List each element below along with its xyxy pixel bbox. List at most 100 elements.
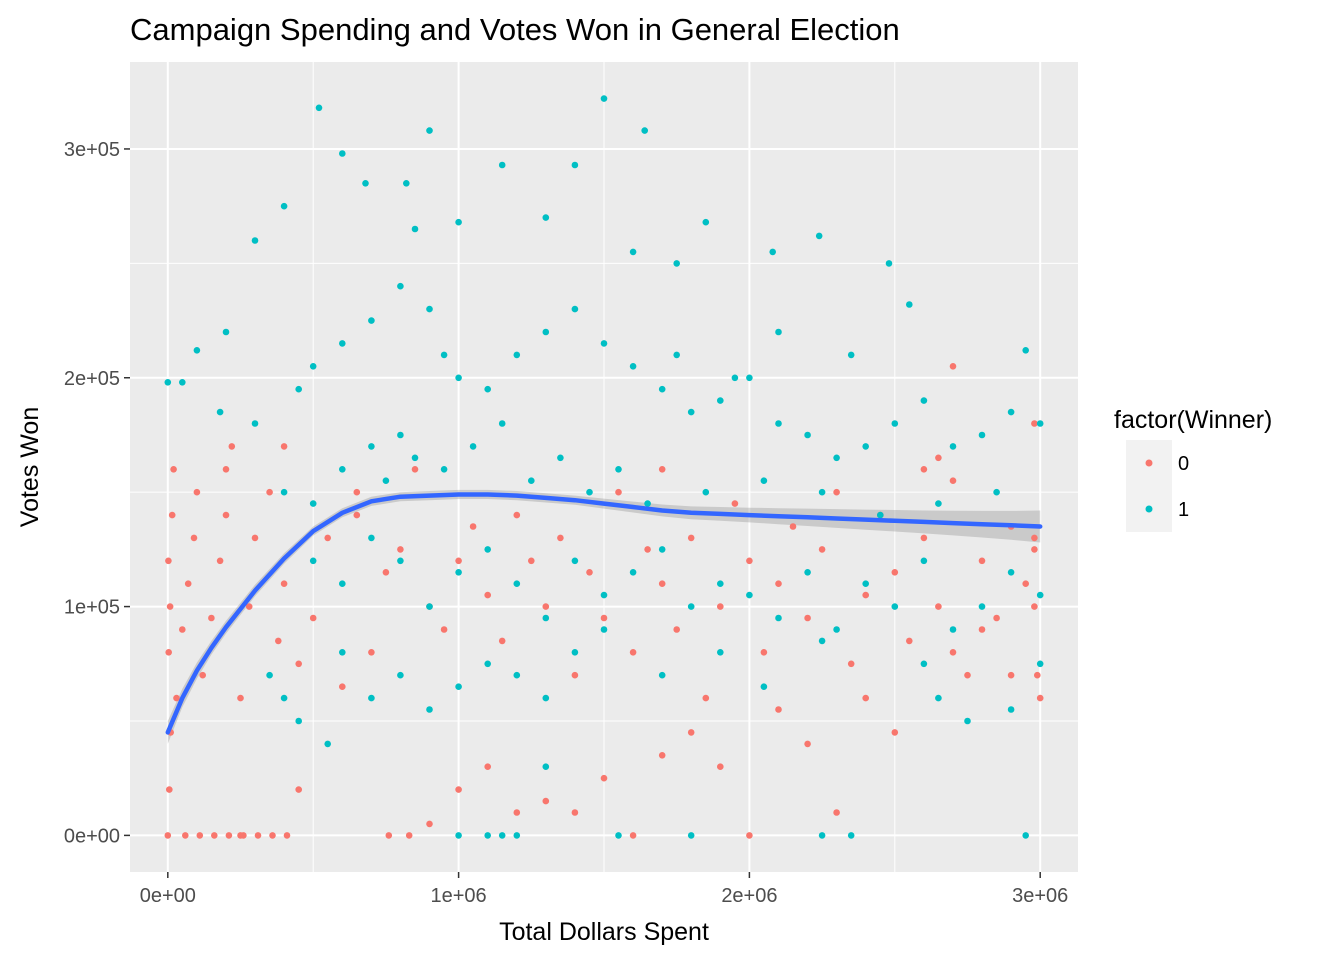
data-point-winner-0: [993, 614, 1000, 622]
data-point-winner-1: [746, 374, 753, 382]
data-point-winner-0: [196, 832, 204, 839]
data-point-winner-0: [484, 763, 492, 770]
data-point-winner-1: [746, 591, 753, 599]
data-point-winner-0: [309, 614, 317, 622]
data-point-winner-0: [571, 809, 579, 816]
data-point-winner-0: [280, 580, 288, 587]
data-point-winner-1: [600, 340, 608, 347]
data-point-winner-0: [245, 603, 253, 610]
data-point-winner-1: [251, 237, 259, 244]
data-point-winner-0: [847, 660, 855, 668]
data-point-winner-0: [164, 832, 172, 839]
data-point-winner-1: [833, 626, 840, 633]
data-point-winner-1: [906, 301, 913, 308]
data-point-winner-1: [411, 225, 419, 233]
data-point-winner-0: [673, 626, 680, 633]
data-point-winner-1: [397, 557, 404, 565]
data-point-winner-1: [295, 385, 303, 393]
x-axis-ticks: 0e+00 1e+06 2e+06 3e+06: [140, 872, 1068, 907]
data-point-winner-1: [687, 832, 695, 839]
data-point-winner-1: [629, 363, 637, 370]
data-point-winner-0: [411, 466, 419, 473]
data-point-winner-1: [216, 408, 224, 416]
data-point-winner-0: [528, 557, 535, 565]
data-point-winner-1: [615, 832, 622, 839]
data-point-winner-0: [629, 649, 637, 656]
data-point-winner-0: [166, 786, 173, 793]
data-point-winner-1: [440, 351, 448, 359]
data-point-winner-0: [254, 832, 262, 839]
data-point-winner-0: [760, 649, 768, 656]
data-point-winner-1: [862, 580, 869, 587]
data-point-winner-1: [193, 347, 201, 354]
data-point-winner-0: [891, 569, 899, 576]
data-point-winner-1: [426, 603, 433, 610]
data-point-winner-1: [775, 420, 782, 427]
data-point-winner-1: [571, 557, 579, 565]
data-point-winner-1: [658, 671, 666, 679]
data-point-winner-1: [702, 218, 710, 226]
data-point-winner-1: [498, 161, 506, 169]
data-point-winner-1: [1022, 832, 1029, 839]
data-point-winner-1: [571, 161, 579, 169]
data-point-winner-1: [513, 671, 521, 679]
data-point-winner-1: [368, 443, 375, 450]
data-point-winner-0: [629, 832, 637, 839]
data-point-winner-0: [746, 832, 753, 839]
data-point-winner-0: [542, 797, 550, 805]
y-tick-label: 0e+00: [64, 825, 120, 847]
data-point-winner-1: [251, 420, 259, 427]
data-point-winner-1: [513, 351, 521, 359]
y-tick-label: 1e+05: [64, 597, 120, 619]
data-point-winner-1: [775, 614, 782, 622]
data-point-winner-0: [833, 488, 840, 496]
data-point-winner-1: [315, 104, 323, 112]
data-point-winner-1: [411, 454, 419, 462]
data-point-winner-0: [586, 569, 593, 576]
data-point-winner-0: [182, 832, 189, 839]
data-point-winner-0: [385, 832, 393, 839]
data-point-winner-0: [906, 637, 913, 645]
data-point-winner-1: [818, 637, 826, 645]
data-point-winner-0: [1031, 420, 1038, 427]
data-point-winner-1: [339, 150, 346, 157]
data-point-winner-1: [280, 202, 288, 210]
data-point-winner-1: [498, 832, 506, 839]
data-point-winner-1: [775, 328, 782, 336]
data-point-winner-1: [862, 443, 869, 450]
data-point-winner-1: [382, 477, 390, 485]
legend-label-1: 1: [1178, 499, 1189, 521]
data-point-winner-0: [644, 546, 651, 553]
data-point-winner-0: [1034, 671, 1041, 679]
data-point-winner-0: [208, 614, 215, 622]
data-point-winner-0: [368, 649, 375, 656]
data-point-winner-1: [615, 466, 622, 473]
x-tick-label: 1e+06: [431, 885, 487, 907]
data-point-winner-0: [717, 603, 724, 610]
data-point-winner-0: [193, 488, 201, 496]
data-point-winner-0: [382, 569, 390, 576]
data-point-winner-0: [405, 832, 413, 839]
data-point-winner-0: [775, 580, 782, 587]
data-point-winner-1: [1007, 408, 1015, 416]
data-point-winner-1: [280, 694, 288, 702]
data-point-winner-0: [251, 534, 259, 542]
data-point-winner-0: [199, 671, 206, 679]
data-point-winner-1: [426, 127, 433, 134]
smooth-confidence-band: [167, 489, 1041, 744]
data-point-winner-1: [484, 832, 492, 839]
data-point-winner-0: [269, 832, 276, 839]
data-point-winner-0: [295, 660, 303, 668]
data-point-winner-0: [600, 774, 608, 782]
data-point-winner-1: [641, 127, 648, 134]
data-point-winner-1: [498, 420, 506, 427]
data-point-winner-0: [658, 752, 666, 759]
data-point-winner-1: [760, 477, 768, 485]
data-point-winner-0: [165, 649, 172, 656]
data-point-winner-1: [164, 379, 172, 386]
data-point-winner-1: [542, 763, 550, 770]
data-point-winner-1: [804, 431, 811, 439]
data-point-winner-1: [891, 420, 899, 427]
data-point-winner-1: [324, 740, 332, 748]
data-point-winner-1: [687, 603, 695, 610]
